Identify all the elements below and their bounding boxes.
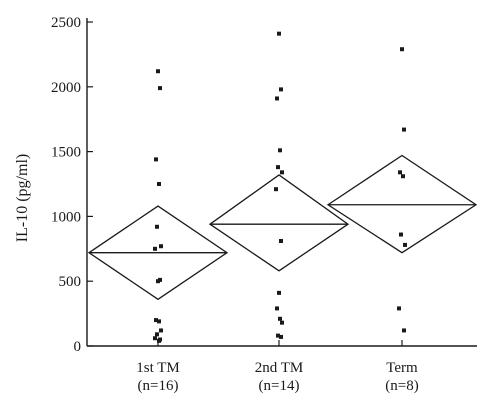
data-point [278, 316, 282, 321]
data-point [275, 306, 279, 311]
x-category-n-label: (n=8) [385, 378, 418, 394]
data-point [279, 87, 283, 92]
data-point [275, 96, 279, 101]
data-point [154, 157, 158, 162]
mean-diamond [208, 174, 350, 272]
data-point [153, 246, 157, 251]
data-point [158, 86, 162, 91]
data-point [276, 333, 280, 338]
data-point [157, 319, 161, 324]
data-point [157, 338, 161, 343]
data-point [153, 336, 157, 341]
data-point [277, 31, 281, 36]
data-point [280, 320, 284, 325]
data-point [397, 306, 401, 311]
data-point [279, 334, 283, 339]
data-points [153, 31, 407, 343]
data-point [403, 242, 407, 247]
data-point [274, 187, 278, 192]
data-point [155, 224, 159, 229]
data-point [398, 170, 402, 175]
x-category-label: Term [386, 360, 418, 376]
data-point [399, 232, 403, 237]
data-point [155, 332, 159, 337]
data-point [279, 239, 283, 244]
y-tick-label: 2500 [51, 15, 81, 31]
data-point [159, 244, 163, 249]
data-point [154, 318, 158, 323]
y-tick-label: 500 [59, 274, 82, 290]
data-point [278, 148, 282, 153]
data-point [156, 279, 160, 284]
y-tick-label: 1500 [51, 145, 81, 161]
y-tick-label: 1000 [51, 209, 81, 225]
y-tick-label: 0 [74, 339, 82, 355]
data-point [276, 165, 280, 170]
data-point [277, 290, 281, 295]
axis-labels: 0 500 1000 1500 2000 2500 1st TM (n=16) 2nd TM (n… [51, 15, 419, 394]
x-category-n-label: (n=16) [138, 378, 179, 394]
data-point [401, 174, 405, 179]
data-point [402, 328, 406, 333]
x-category-label: 2nd TM [255, 360, 303, 376]
data-point [280, 170, 284, 175]
axes [86, 18, 477, 347]
data-point [156, 69, 160, 74]
data-point [159, 328, 163, 333]
data-point [157, 182, 161, 186]
x-category-n-label: (n=14) [259, 378, 300, 394]
data-point [402, 127, 406, 132]
y-axis-title: IL-10 (pg/ml) [14, 154, 31, 242]
x-category-label: 1st TM [136, 360, 179, 376]
data-point [400, 47, 404, 52]
mean-diamonds [87, 154, 477, 301]
y-tick-label: 2000 [51, 80, 81, 96]
